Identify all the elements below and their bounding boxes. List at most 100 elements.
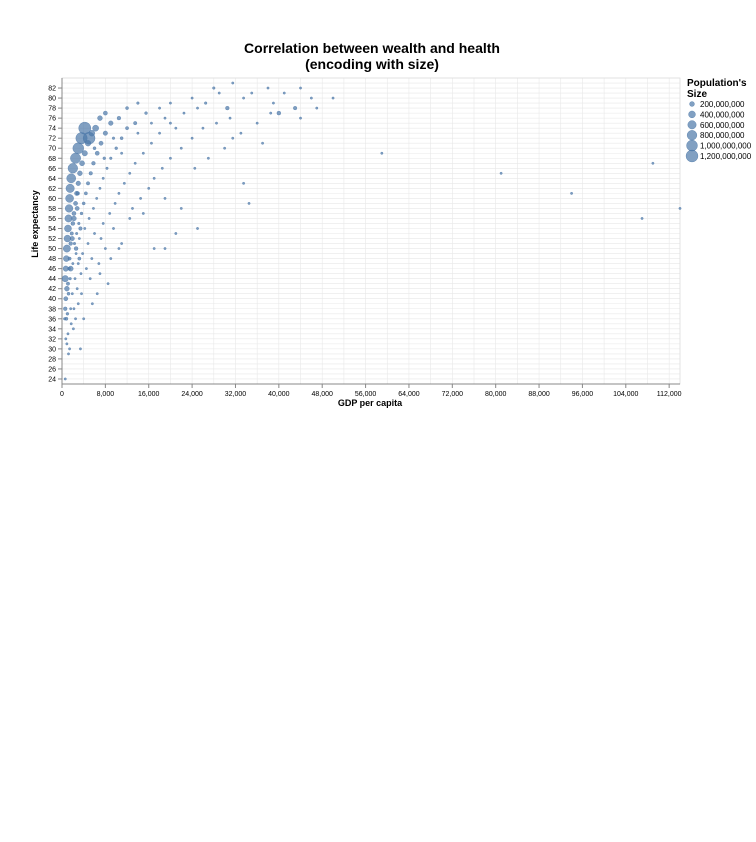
data-point — [196, 227, 199, 230]
data-point — [65, 194, 74, 203]
data-point — [109, 257, 113, 260]
data-point — [79, 347, 82, 351]
data-points — [61, 81, 682, 381]
data-point — [282, 91, 286, 95]
y-tick-label: 34 — [48, 326, 56, 333]
y-tick-label: 26 — [48, 366, 56, 373]
data-point — [169, 156, 172, 160]
data-point — [74, 317, 77, 321]
data-point — [71, 215, 77, 222]
data-point — [83, 227, 87, 230]
data-point — [81, 201, 86, 206]
data-point — [63, 296, 69, 302]
data-point — [73, 277, 77, 281]
data-point — [276, 110, 282, 116]
y-tick-label: 40 — [48, 296, 56, 303]
data-point — [72, 242, 77, 246]
data-point — [77, 170, 83, 176]
y-tick-label: 74 — [48, 126, 56, 133]
data-point — [136, 131, 140, 135]
data-point — [69, 307, 73, 311]
data-point — [65, 204, 74, 213]
y-tick-label: 36 — [48, 316, 56, 323]
data-point — [125, 106, 129, 110]
legend-label: 600,000,000 — [700, 121, 745, 130]
data-point — [84, 191, 88, 196]
y-tick-label: 24 — [48, 376, 56, 383]
data-point — [92, 124, 99, 132]
legend-label: 1,200,000,000 — [700, 152, 752, 161]
data-point — [119, 136, 124, 140]
data-point — [215, 121, 218, 125]
data-point — [152, 176, 156, 180]
data-point — [103, 247, 107, 250]
data-point — [79, 211, 84, 216]
legend-symbol — [687, 120, 697, 130]
data-point — [169, 121, 172, 125]
data-point — [158, 106, 161, 110]
data-point — [139, 196, 143, 200]
data-point — [76, 262, 80, 266]
y-tick-label: 76 — [48, 116, 56, 123]
data-point — [225, 106, 230, 111]
data-point — [136, 101, 140, 105]
y-tick-label: 62 — [48, 186, 56, 193]
data-point — [63, 306, 68, 311]
y-tick-label: 66 — [48, 166, 56, 173]
legend-symbol — [689, 101, 695, 107]
x-tick-label: 16,000 — [138, 391, 160, 398]
data-point — [66, 281, 70, 286]
x-tick-label: 80,000 — [485, 391, 507, 398]
data-point — [74, 252, 78, 255]
data-point — [102, 156, 106, 160]
grid-lines — [61, 77, 681, 385]
x-tick-label: 8,000 — [97, 391, 115, 398]
data-point — [570, 191, 573, 195]
data-point — [64, 224, 72, 233]
data-point — [77, 237, 81, 240]
x-tick-label: 0 — [60, 391, 64, 398]
data-point — [65, 342, 69, 346]
data-point — [678, 207, 682, 210]
data-point — [67, 352, 70, 356]
data-point — [242, 96, 246, 100]
data-point — [88, 171, 93, 176]
data-point — [79, 272, 83, 276]
y-tick-label: 32 — [48, 336, 56, 343]
y-tick-label: 38 — [48, 306, 56, 313]
y-tick-label: 30 — [48, 346, 56, 353]
data-point — [147, 186, 151, 190]
data-point — [196, 106, 199, 110]
data-point — [70, 221, 76, 226]
data-point — [101, 176, 105, 180]
data-point — [97, 262, 101, 266]
data-point — [71, 262, 75, 266]
y-tick-label: 64 — [48, 176, 56, 183]
x-axis-label: GDP per capita — [338, 398, 403, 408]
data-point — [106, 282, 110, 286]
data-point — [103, 110, 108, 116]
data-point — [112, 227, 115, 230]
data-point — [163, 116, 167, 120]
y-tick-label: 44 — [48, 276, 56, 283]
data-point — [72, 307, 76, 311]
data-point — [179, 146, 183, 150]
data-point — [75, 191, 80, 196]
data-point — [64, 337, 68, 341]
data-point — [182, 111, 186, 115]
data-point — [86, 181, 90, 186]
data-point — [201, 126, 205, 130]
data-point — [64, 286, 70, 292]
data-point — [190, 96, 194, 100]
data-point — [75, 232, 79, 235]
data-point — [128, 217, 132, 220]
data-point — [63, 234, 72, 243]
data-point — [174, 126, 178, 130]
data-point — [69, 236, 75, 241]
legend-title-line2: Size — [687, 89, 707, 100]
data-point — [242, 181, 246, 185]
data-point — [99, 237, 103, 240]
legend-symbol — [685, 149, 699, 163]
y-tick-label: 78 — [48, 106, 56, 113]
